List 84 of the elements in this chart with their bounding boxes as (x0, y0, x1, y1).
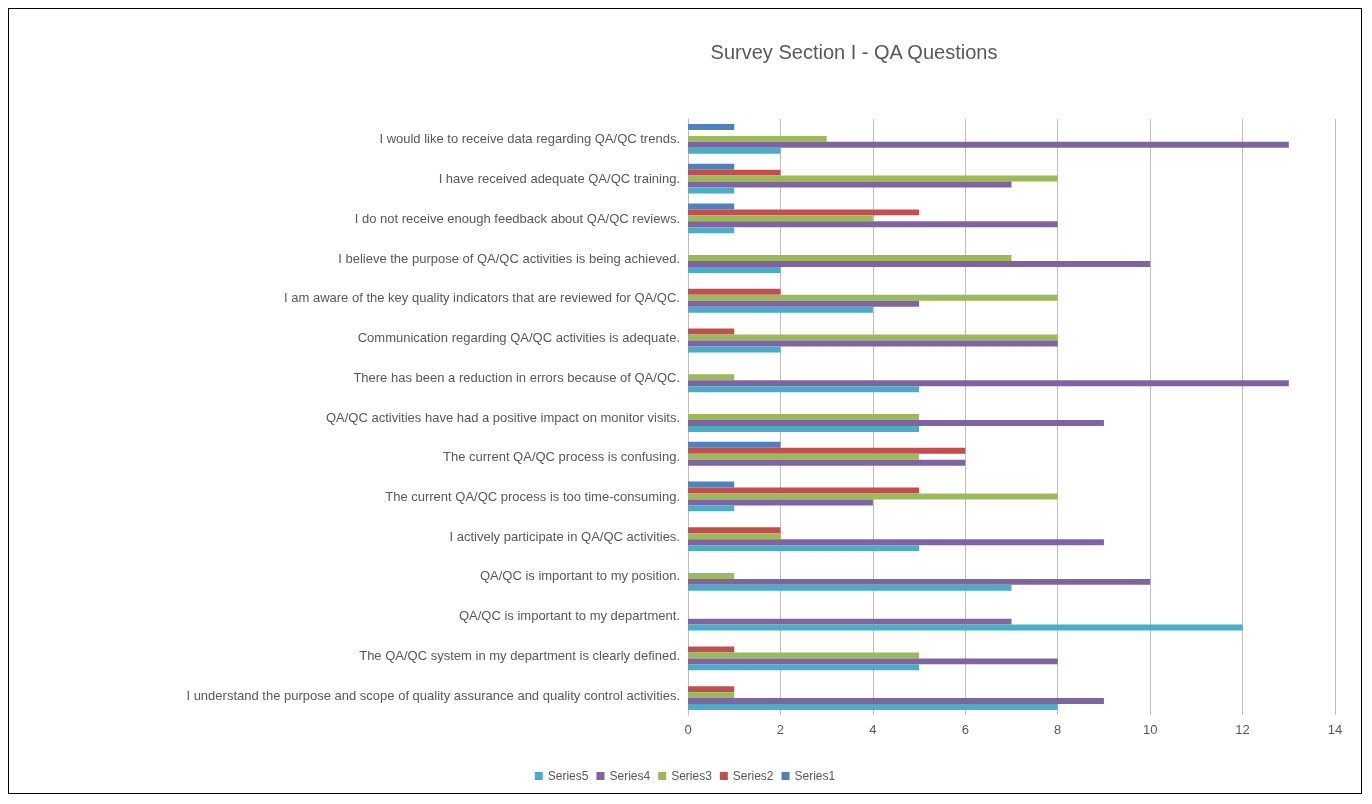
bar (688, 300, 920, 307)
bar (688, 453, 920, 460)
bar (688, 419, 1104, 426)
bar (688, 572, 735, 579)
bar (688, 346, 781, 353)
bar (688, 169, 781, 176)
y-tick-label: There has been a reduction in errors because of QA/QC. (353, 369, 680, 385)
legend-label: Series3 (671, 769, 713, 783)
bar (688, 163, 735, 170)
bar (688, 686, 735, 693)
bar (688, 255, 1012, 262)
bar (688, 334, 1058, 341)
bar (688, 261, 1151, 268)
bar (688, 539, 1104, 546)
bar (688, 658, 1058, 665)
bar (688, 652, 920, 659)
y-tick-label: Communication regarding QA/QC activities is adequate. (357, 330, 680, 346)
bar (688, 414, 920, 420)
bar (688, 578, 1151, 585)
x-tick-label: 14 (1327, 722, 1343, 737)
bar (688, 294, 1058, 301)
bar (688, 203, 735, 210)
bar (688, 692, 735, 699)
bar (688, 704, 1058, 711)
bar (688, 505, 735, 512)
bar (688, 481, 735, 488)
y-tick-label: I do not receive enough feedback about QA/QC reviews. (354, 210, 680, 226)
bar (688, 374, 735, 381)
y-tick-label: I understand the purpose and scope of quality assurance and quality control activities. (186, 687, 680, 703)
bar (688, 187, 735, 194)
bar (688, 441, 781, 448)
x-tick-label: 0 (684, 722, 692, 737)
bar (688, 499, 873, 506)
bar (688, 221, 1058, 228)
y-tick-label: I actively participate in QA/QC activities. (449, 528, 680, 544)
bar (688, 459, 966, 466)
x-tick-label: 8 (1054, 722, 1062, 737)
bar (688, 698, 1104, 705)
bar (688, 227, 735, 234)
legend-label: Series4 (609, 769, 651, 783)
chart-title: Survey Section I - QA Questions (710, 41, 998, 63)
legend-label: Series2 (732, 769, 774, 783)
bar (688, 288, 781, 295)
bar (688, 175, 1058, 182)
bar (688, 493, 1058, 500)
y-tick-label: I am aware of the key quality indicators that are reviewed for QA/QC. (284, 290, 680, 306)
bar (688, 425, 920, 432)
y-tick-label: I have received adequate QA/QC training. (438, 171, 680, 187)
bar (688, 545, 920, 552)
legend-label: Series1 (794, 769, 836, 783)
bar (688, 386, 920, 393)
bar (688, 380, 1289, 387)
bar (688, 209, 920, 216)
bar (688, 533, 781, 540)
y-tick-label: The current QA/QC process is too time-consuming. (385, 488, 680, 504)
y-tick-label: QA/QC is important to my department. (458, 608, 680, 624)
bar (688, 618, 1012, 625)
bar (688, 447, 966, 454)
x-tick-label: 6 (961, 722, 969, 737)
bar (688, 646, 735, 653)
x-tick-label: 12 (1235, 722, 1250, 737)
y-tick-label: QA/QC activities have had a positive impact on monitor visits. (325, 409, 680, 425)
bar (688, 141, 1289, 148)
bar (688, 328, 735, 335)
y-tick-label: The QA/QC system in my department is clearly defined. (359, 647, 680, 663)
bar (688, 306, 873, 313)
bar (688, 123, 735, 130)
bar (688, 664, 920, 671)
x-tick-label: 4 (869, 722, 877, 737)
bar (688, 584, 1012, 591)
y-tick-label: QA/QC is important to my position. (479, 568, 680, 584)
x-tick-label: 2 (776, 722, 785, 737)
y-tick-label: I would like to receive data regarding QA/QC trends. (379, 131, 680, 147)
y-tick-label: I believe the purpose of QA/QC activities is being achieved. (338, 250, 680, 266)
bar (688, 527, 781, 534)
bar (688, 135, 827, 142)
x-tick-label: 10 (1142, 722, 1158, 737)
bar (688, 181, 1012, 188)
bar (688, 215, 873, 222)
y-tick-label: The current QA/QC process is confusing. (443, 449, 680, 465)
legend-label: Series5 (547, 769, 589, 783)
bar (688, 147, 781, 154)
bar (688, 267, 781, 273)
bar (688, 624, 1243, 631)
